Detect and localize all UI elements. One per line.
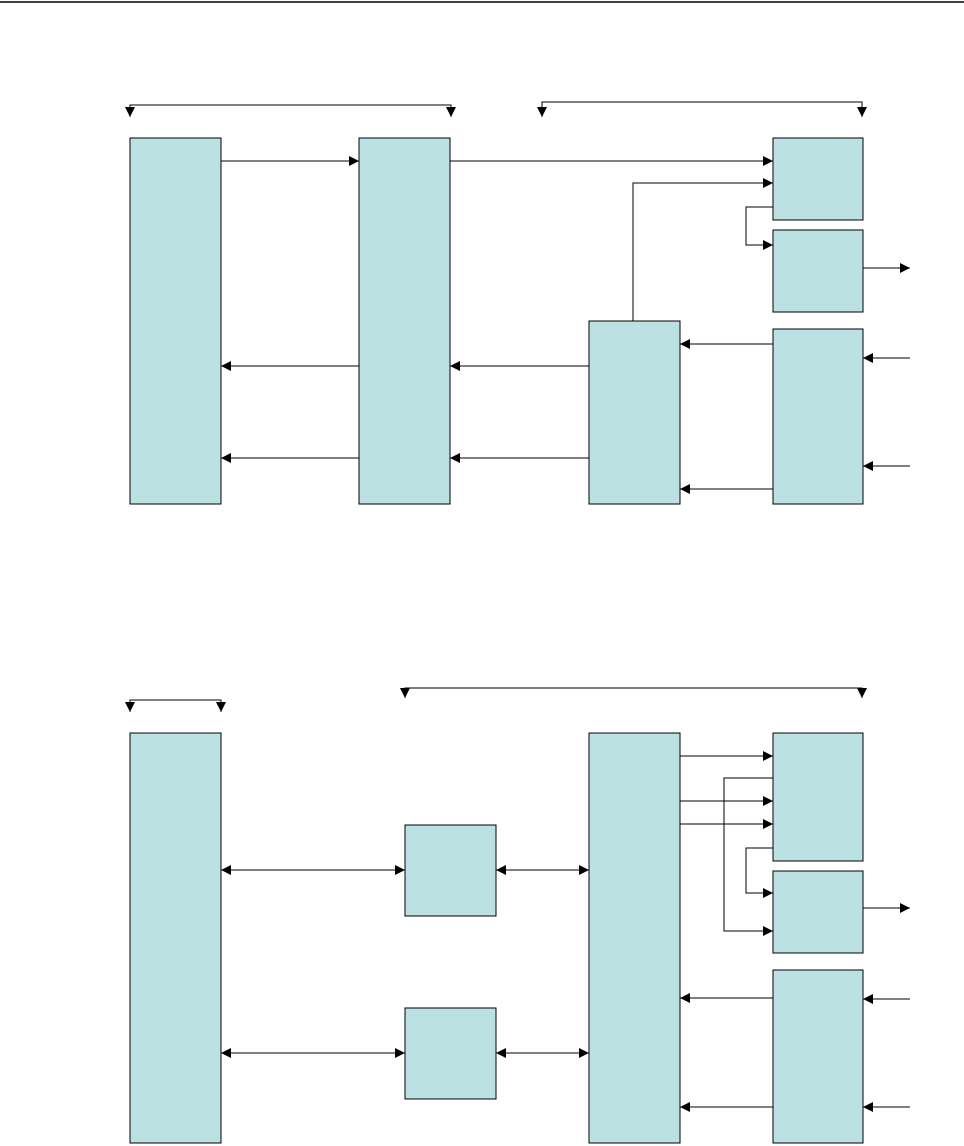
- bottom-bracket-left: [125, 699, 226, 712]
- top-block-e: [588, 320, 681, 505]
- bottom-block-c: [588, 732, 681, 1144]
- top-block-d: [772, 229, 864, 313]
- bottom-block-b: [404, 824, 497, 917]
- bottom-arrow-d-e: [745, 847, 773, 898]
- bottom-block-d: [772, 732, 864, 862]
- bottom-block-b2: [404, 1007, 497, 1100]
- top-bracket-right: [537, 101, 867, 117]
- bottom-diagram: [125, 687, 910, 1144]
- bottom-block-f: [772, 969, 864, 1144]
- bottom-arrow-d-e-loop: [723, 777, 773, 936]
- top-arrow-c-d: [745, 206, 773, 250]
- top-block-c: [772, 137, 864, 221]
- top-diagram: [125, 101, 910, 505]
- top-block-f: [772, 328, 864, 505]
- top-arrow-e-c: [632, 178, 773, 321]
- top-block-a: [129, 137, 222, 505]
- bottom-bracket-right: [400, 687, 867, 698]
- bottom-block-e: [772, 870, 864, 954]
- top-block-b: [358, 137, 451, 505]
- bottom-block-a: [129, 732, 222, 1144]
- top-bracket-left: [125, 104, 456, 117]
